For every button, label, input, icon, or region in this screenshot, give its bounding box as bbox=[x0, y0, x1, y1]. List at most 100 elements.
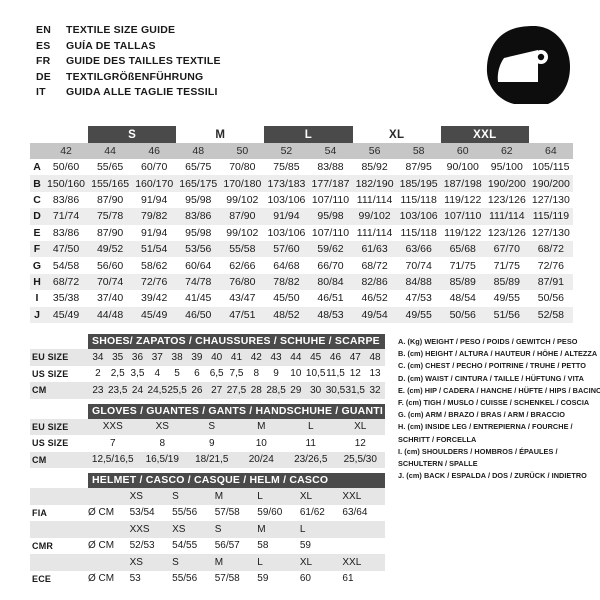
sub-table-cell: 41 bbox=[230, 351, 243, 363]
helmet-value-cell: 61 bbox=[342, 573, 354, 585]
eu-size-number: 58 bbox=[412, 145, 425, 157]
legend-entry: SCHRITT / FORCELLA bbox=[398, 434, 477, 444]
table-cell: 68/72 bbox=[537, 243, 565, 256]
sub-table-cell: 4 bbox=[154, 368, 161, 380]
sub-table-cell: 42 bbox=[250, 351, 262, 363]
table-cell: 80/84 bbox=[317, 275, 344, 288]
sub-table-cell: 12 bbox=[354, 437, 366, 449]
helmet-size-row: XXS XS S M L bbox=[30, 521, 385, 538]
table-cell: 187/198 bbox=[443, 177, 482, 190]
table-cell: 70/74 bbox=[96, 275, 124, 288]
sub-table-cell: 3,5 bbox=[130, 368, 145, 380]
table-cell: 87/91 bbox=[537, 275, 565, 288]
measurement-rows: A 50/60 55/65 60/70 65/75 70/80 75/85 83/88 85/9… bbox=[30, 159, 573, 323]
table-cell: 49/55 bbox=[493, 292, 520, 305]
helmet-size-label: S bbox=[172, 490, 179, 502]
helmet-value-cell: 63/64 bbox=[342, 507, 368, 519]
sub-table-cell: 30,5 bbox=[325, 384, 346, 396]
sub-table-cell: 28,5 bbox=[266, 384, 286, 396]
table-cell: 182/190 bbox=[355, 177, 394, 190]
sub-table-cell: 23 bbox=[92, 384, 104, 396]
sub-table-cell: 7,5 bbox=[229, 368, 244, 380]
table-cell: 87/90 bbox=[229, 210, 256, 223]
table-cell: 78/82 bbox=[273, 275, 300, 288]
eu-size-number: 44 bbox=[104, 145, 116, 157]
table-row: C 83/86 87/90 91/94 95/98 99/102 103/106 107/11… bbox=[30, 191, 573, 209]
table-row: J 45/49 44/48 45/49 46/50 47/51 48/52 48/53 49/5… bbox=[30, 306, 573, 323]
eu-size-number: 60 bbox=[456, 145, 469, 157]
table-cell: 165/175 bbox=[179, 177, 218, 190]
sub-table-cell: 20/24 bbox=[248, 454, 274, 466]
sub-table-cell: 18/21,5 bbox=[195, 454, 229, 466]
helmet-size-label: XL bbox=[299, 490, 313, 502]
row-key: C bbox=[33, 193, 41, 206]
gloves-table: GLOVES / GUANTES / GANTS / HANDSCHUHE / … bbox=[30, 403, 385, 468]
language-title: GUIDA ALLE TAGLIE TESSILI bbox=[66, 86, 218, 98]
table-cell: 61/63 bbox=[361, 243, 388, 256]
row-key: D bbox=[33, 210, 41, 223]
table-cell: 75/78 bbox=[96, 210, 124, 223]
table-cell: 177/187 bbox=[311, 177, 350, 190]
table-cell: 46/50 bbox=[185, 308, 212, 321]
language-code: FR bbox=[36, 55, 51, 67]
sub-table-cell: 28 bbox=[250, 384, 262, 396]
table-row: A 50/60 55/65 60/70 65/75 70/80 75/85 83/88 85/9… bbox=[30, 159, 573, 176]
sub-table-cell: 35 bbox=[112, 351, 124, 363]
table-row: G 54/58 56/60 58/62 60/64 62/66 64/68 66/70 68/7… bbox=[30, 257, 573, 274]
sub-table-row: EU SIZE XXS XS S M L XL bbox=[30, 418, 385, 435]
sub-table-row: US SIZE 7 8 9 10 11 12 bbox=[30, 435, 385, 452]
helmet-value-cell bbox=[342, 540, 385, 551]
table-cell: 66/70 bbox=[317, 259, 344, 272]
language-title: TEXTILE SIZE GUIDE bbox=[66, 24, 176, 36]
helmet-value-cell: 59/60 bbox=[257, 507, 283, 519]
size-band-xxl: XXL bbox=[440, 126, 529, 143]
table-cell: 65/68 bbox=[449, 243, 476, 256]
sub-table-cell: 24,5 bbox=[147, 384, 168, 396]
table-cell: 115/118 bbox=[400, 193, 437, 206]
table-cell: 99/102 bbox=[226, 226, 259, 239]
table-cell: 62/66 bbox=[229, 259, 256, 272]
sub-table-cell: 25,5 bbox=[167, 384, 187, 396]
table-cell: 87/90 bbox=[96, 226, 124, 239]
sub-table-cell: 43 bbox=[270, 351, 282, 363]
language-row: IT GUIDA ALLE TAGLIE TESSILI bbox=[36, 86, 221, 102]
eu-size-number: 64 bbox=[545, 145, 557, 157]
sub-table-cell: 16,5/19 bbox=[145, 454, 179, 466]
row-key: G bbox=[32, 259, 42, 272]
sub-table-cell: 37 bbox=[151, 351, 163, 363]
sub-row-label: EU SIZE bbox=[32, 421, 69, 432]
sub-table-cell: S bbox=[208, 421, 216, 433]
sub-table-cell: 9 bbox=[273, 368, 279, 380]
table-cell: 105/115 bbox=[532, 161, 570, 174]
table-cell: 47/50 bbox=[52, 243, 80, 256]
table-cell: 35/38 bbox=[52, 292, 80, 305]
table-cell: 51/54 bbox=[141, 243, 168, 256]
table-cell: 70/80 bbox=[229, 161, 256, 174]
helmet-value-row: ECE Ø CM 53 55/56 57/58 59 60 61 bbox=[30, 571, 385, 588]
helmet-value-cell: 59 bbox=[257, 573, 269, 585]
legend-entry: J. (cm) BACK / ESPALDA / DOS / ZURÜCK / … bbox=[398, 471, 587, 481]
helmet-value-cell: 56/57 bbox=[214, 540, 240, 552]
table-cell: 46/51 bbox=[317, 292, 344, 305]
table-row: H 68/72 70/74 72/76 74/78 76/80 78/82 80/84 82/8… bbox=[30, 273, 573, 291]
sub-table-cell: 2,5 bbox=[110, 368, 125, 380]
helmet-size-label: S bbox=[172, 556, 179, 568]
sub-table-row: CM 23 23,5 24 24,5 25,5 26 27 27,5 28 28,5 29 30 30,5… bbox=[30, 382, 385, 399]
table-cell: 57/60 bbox=[273, 243, 300, 256]
helmet-size-label bbox=[342, 524, 385, 535]
helmet-value-cell: 58 bbox=[257, 540, 269, 552]
table-cell: 52/58 bbox=[537, 308, 565, 321]
table-cell: 95/100 bbox=[490, 161, 523, 174]
sub-row-label: US SIZE bbox=[32, 368, 69, 379]
sub-table-cell: 2 bbox=[95, 368, 101, 380]
sub-table-cell: 24 bbox=[131, 384, 144, 396]
table-cell: 48/52 bbox=[273, 308, 300, 321]
table-cell: 115/118 bbox=[400, 226, 437, 239]
table-cell: 55/65 bbox=[96, 161, 124, 174]
legend-entry: SCHULTERN / SPALLE bbox=[398, 459, 478, 469]
table-cell: 46/52 bbox=[361, 292, 388, 305]
helmet-value-row: CMR Ø CM 52/53 54/55 56/57 58 59 bbox=[30, 538, 385, 555]
table-row: I 35/38 37/40 39/42 41/45 43/47 45/50 46/51 46/5… bbox=[30, 290, 573, 307]
language-header: EN TEXTILE SIZE GUIDE ES GUÍA DE TALLAS FR GU… bbox=[36, 24, 221, 102]
eu-size-number: 54 bbox=[324, 145, 337, 157]
